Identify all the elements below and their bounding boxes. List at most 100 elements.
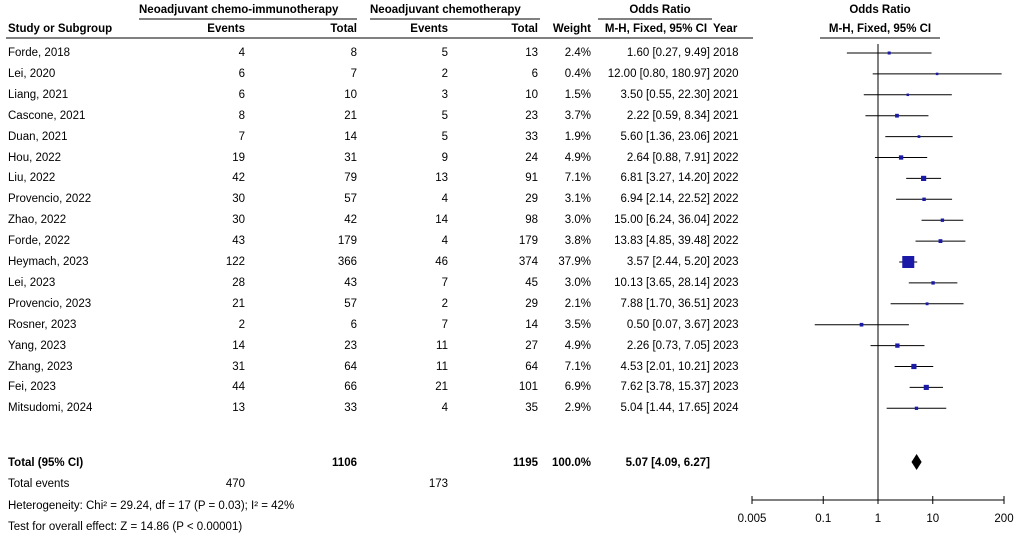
total2-cell: 33 <box>525 130 538 143</box>
total1-cell: 31 <box>344 151 357 164</box>
total2-cell: 13 <box>525 47 538 59</box>
total1-cell: 21 <box>344 109 357 122</box>
study-name: Provencio, 2022 <box>8 193 92 206</box>
study-point-box <box>911 363 917 370</box>
total1-cell: 6 <box>350 318 357 331</box>
weight-cell: 3.0% <box>564 214 591 227</box>
total1-sum: 1106 <box>332 457 357 469</box>
ci-cell: 3.57 [2.44, 5.20] <box>626 256 710 268</box>
events2-cell: 5 <box>441 130 448 143</box>
events2-cell: 5 <box>441 47 448 59</box>
study-name: Mitsudomi, 2024 <box>8 402 93 415</box>
total-weight: 100.0% <box>551 457 591 469</box>
events1-cell: 13 <box>232 402 245 415</box>
total-events2: 173 <box>428 478 448 490</box>
total2-cell: 23 <box>525 109 538 122</box>
study-name: Lei, 2023 <box>8 276 56 289</box>
events1-cell: 31 <box>232 360 245 373</box>
total1-cell: 366 <box>337 256 357 268</box>
study-name: Liang, 2021 <box>8 88 69 101</box>
year-cell: 2021 <box>713 130 739 143</box>
year-cell: 2022 <box>713 151 739 164</box>
weight-cell: 1.5% <box>564 88 591 101</box>
study-point-box <box>859 322 864 327</box>
weight-cell: 6.9% <box>564 381 591 394</box>
year-cell: 2021 <box>713 88 739 101</box>
ci-cell: 15.00 [6.24, 36.04] <box>614 214 710 227</box>
total2-cell: 24 <box>525 151 538 164</box>
x-tick-label: 1 <box>875 513 881 525</box>
total2-cell: 98 <box>525 214 538 227</box>
weight-cell: 3.8% <box>564 235 591 248</box>
year-cell: 2021 <box>713 109 739 122</box>
method-plot-header: M-H, Fixed, 95% CI <box>828 23 932 35</box>
events2-cell: 11 <box>436 360 448 373</box>
year-cell: 2022 <box>713 214 739 227</box>
study-point-box <box>921 175 927 181</box>
study-column-header: Study or Subgroup <box>8 23 113 35</box>
events1-cell: 6 <box>238 88 245 101</box>
events1-cell: 122 <box>225 256 245 268</box>
study-point-box <box>935 72 939 76</box>
study-point-box <box>922 197 926 202</box>
ci-cell: 2.26 [0.73, 7.05] <box>626 339 710 352</box>
pooled-diamond <box>911 454 922 470</box>
events2-cell: 4 <box>441 193 448 206</box>
total2-cell: 101 <box>518 381 538 394</box>
ci-cell: 10.13 [3.65, 28.14] <box>614 276 710 289</box>
ci-cell: 6.81 [3.27, 14.20] <box>620 172 710 185</box>
study-name: Duan, 2021 <box>8 130 68 143</box>
total1-column-header: Total <box>330 23 357 35</box>
year-cell: 2020 <box>713 67 739 80</box>
total-ci: 5.07 [4.09, 6.27] <box>625 457 710 469</box>
overall-effect-text: Test for overall effect: Z = 14.86 (P < … <box>8 521 243 533</box>
weight-cell: 37.9% <box>558 256 591 268</box>
study-name: Provencio, 2023 <box>8 297 92 310</box>
study-name: Zhang, 2023 <box>8 360 73 373</box>
total2-cell: 27 <box>525 339 538 352</box>
weight-column-header: Weight <box>552 23 591 35</box>
study-point-box <box>898 155 904 160</box>
events1-cell: 43 <box>232 235 245 248</box>
year-cell: 2024 <box>713 402 739 415</box>
total2-column-header: Total <box>511 23 538 35</box>
events1-cell: 6 <box>238 67 245 80</box>
x-tick-label: 0.1 <box>815 513 831 525</box>
ci-cell: 7.62 [3.78, 15.37] <box>620 381 710 394</box>
study-point-box <box>925 302 929 306</box>
year-cell: 2022 <box>713 193 739 206</box>
events1-cell: 4 <box>238 47 245 59</box>
total2-cell: 10 <box>525 88 538 101</box>
total-events1: 470 <box>225 478 245 490</box>
weight-cell: 2.4% <box>564 47 591 59</box>
study-name: Hou, 2022 <box>8 151 62 164</box>
events2-cell: 4 <box>441 235 448 248</box>
total2-cell: 29 <box>525 297 538 310</box>
or-plot-header: Odds Ratio <box>849 4 911 16</box>
events2-cell: 4 <box>441 402 448 415</box>
total2-cell: 91 <box>525 172 538 185</box>
study-name: Lei, 2020 <box>8 67 56 80</box>
year-column-header: Year <box>713 23 738 35</box>
study-name: Forde, 2022 <box>8 235 71 248</box>
events1-cell: 28 <box>232 276 245 289</box>
weight-cell: 3.1% <box>564 193 591 206</box>
year-cell: 2018 <box>713 47 739 59</box>
ci-cell: 5.60 [1.36, 23.06] <box>620 130 710 143</box>
total1-cell: 23 <box>344 339 357 352</box>
or-table-header: Odds Ratio <box>629 4 691 16</box>
total2-cell: 35 <box>525 402 538 415</box>
total1-cell: 10 <box>344 88 357 101</box>
weight-cell: 3.0% <box>564 276 591 289</box>
weight-cell: 4.9% <box>564 151 591 164</box>
total2-cell: 29 <box>525 193 538 206</box>
study-point-box <box>895 343 900 348</box>
events1-column-header: Events <box>207 23 245 35</box>
total-label: Total (95% CI) <box>8 457 84 469</box>
year-cell: 2023 <box>713 339 739 352</box>
study-point-box <box>931 281 935 285</box>
year-cell: 2023 <box>713 318 739 331</box>
events1-cell: 21 <box>232 297 245 310</box>
events2-cell: 7 <box>441 276 448 289</box>
